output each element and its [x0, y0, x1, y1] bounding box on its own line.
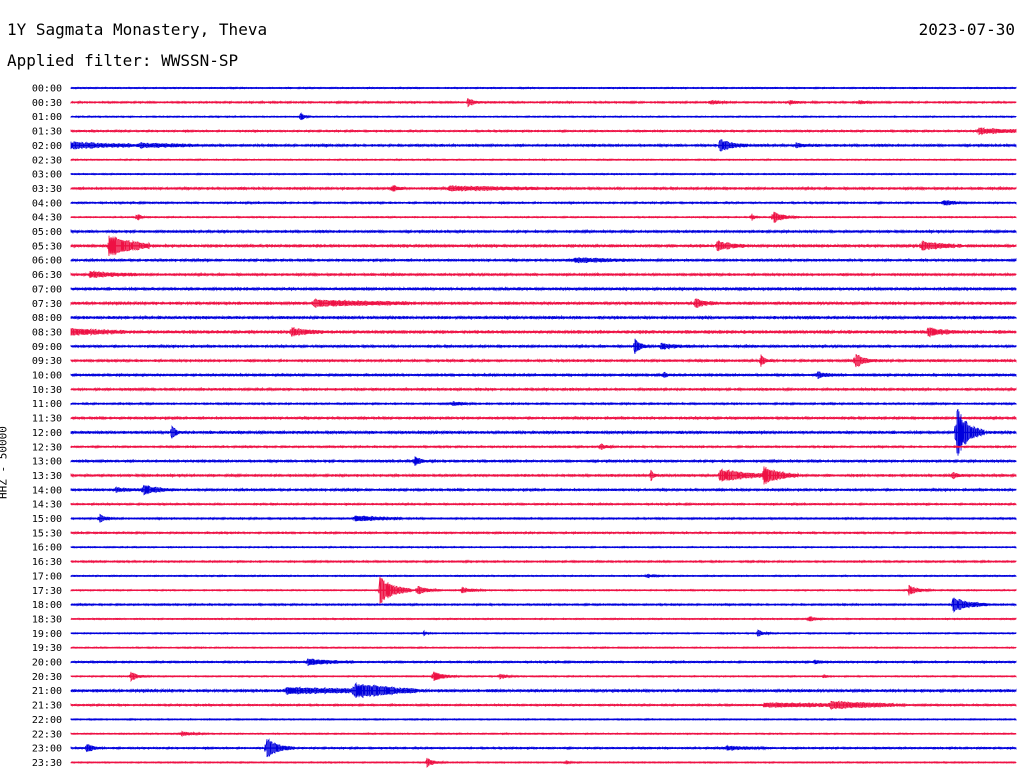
y-tick-label: 23:30 — [32, 758, 62, 769]
y-tick-label: 02:00 — [32, 141, 62, 152]
y-tick-label: 01:00 — [32, 112, 62, 123]
y-tick-label: 01:30 — [32, 127, 62, 138]
y-tick-label: 14:30 — [32, 500, 62, 511]
y-tick-label: 02:30 — [32, 155, 62, 166]
y-tick-label: 17:00 — [32, 571, 62, 582]
y-tick-label: 22:30 — [32, 729, 62, 740]
y-tick-label: 19:00 — [32, 629, 62, 640]
y-tick-label: 06:30 — [32, 270, 62, 281]
y-tick-label: 12:00 — [32, 428, 62, 439]
y-tick-label: 19:30 — [32, 643, 62, 654]
y-tick-label: 06:00 — [32, 256, 62, 267]
y-tick-label: 00:00 — [32, 84, 62, 95]
y-tick-label: 11:30 — [32, 414, 62, 425]
trace-line — [70, 286, 1017, 292]
y-tick-label: 11:00 — [32, 399, 62, 410]
y-tick-label: 10:00 — [32, 371, 62, 382]
y-tick-label: 08:30 — [32, 327, 62, 338]
y-tick-label: 07:00 — [32, 284, 62, 295]
y-tick-label: 03:30 — [32, 184, 62, 195]
y-tick-label: 07:30 — [32, 299, 62, 310]
date-label: 2023-07-30 — [918, 20, 1015, 39]
y-tick-label: 23:00 — [32, 744, 62, 755]
y-tick-label: 22:00 — [32, 715, 62, 726]
y-tick-label: 05:00 — [32, 227, 62, 238]
y-tick-label: 16:00 — [32, 543, 62, 554]
y-tick-label: 10:30 — [32, 385, 62, 396]
y-tick-label: 03:00 — [32, 170, 62, 181]
y-tick-label: 17:30 — [32, 586, 62, 597]
y-tick-label: 15:00 — [32, 514, 62, 525]
trace-group — [70, 86, 1017, 768]
y-tick-label: 09:00 — [32, 342, 62, 353]
y-tick-label: 20:00 — [32, 658, 62, 669]
tick-label-group: 00:00 00:30 01:00 01:30 02:00 02:30 03:00 03:30… — [32, 84, 62, 769]
y-tick-label: 09:30 — [32, 356, 62, 367]
y-tick-label: 04:00 — [32, 198, 62, 209]
y-tick-label: 21:30 — [32, 701, 62, 712]
y-tick-label: 18:00 — [32, 600, 62, 611]
y-tick-label: 21:00 — [32, 686, 62, 697]
y-tick-label: 00:30 — [32, 98, 62, 109]
y-tick-label: 13:00 — [32, 457, 62, 468]
y-tick-label: 20:30 — [32, 672, 62, 683]
y-tick-label: 16:30 — [32, 557, 62, 568]
y-tick-label: 13:30 — [32, 471, 62, 482]
station-title: 1Y Sagmata Monastery, Theva — [7, 20, 268, 39]
y-tick-label: 14:00 — [32, 485, 62, 496]
y-tick-label: 18:30 — [32, 614, 62, 625]
y-tick-label: 04:30 — [32, 213, 62, 224]
y-tick-label: 15:30 — [32, 528, 62, 539]
filter-label: Applied filter: WWSSN-SP — [7, 51, 239, 70]
y-tick-label: 08:00 — [32, 313, 62, 324]
y-tick-label: 05:30 — [32, 241, 62, 252]
y-tick-label: 12:30 — [32, 442, 62, 453]
